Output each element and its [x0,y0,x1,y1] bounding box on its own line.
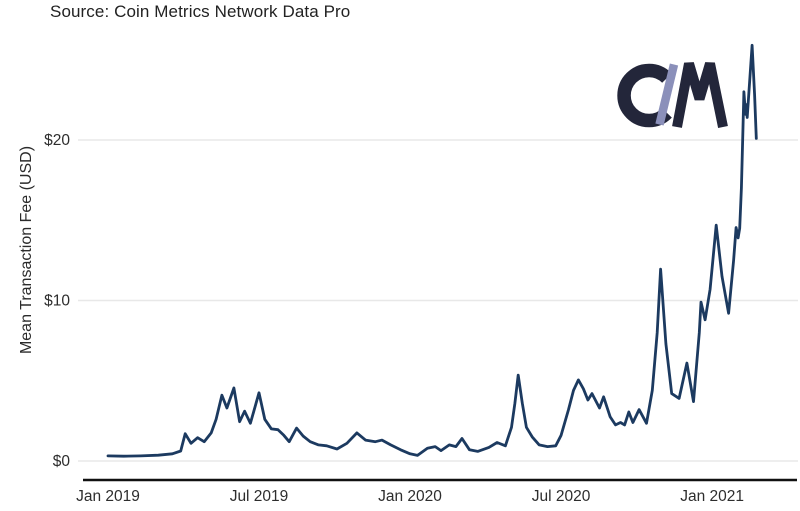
y-tick-label: $20 [44,132,70,149]
logo-letter-m [672,62,728,129]
y-tick-label: $10 [44,293,70,310]
fee-line-series [106,43,758,458]
x-tick-label: Jan 2019 [76,488,140,505]
logo-slash-icon [655,63,679,126]
x-tick-label: Jan 2020 [378,488,442,505]
x-tick-label: Jul 2019 [230,488,289,505]
logo-letter-c [617,63,672,128]
source-caption: Source: Coin Metrics Network Data Pro [50,2,351,21]
x-tick-label: Jul 2020 [532,488,591,505]
y-tick-label: $0 [53,453,71,470]
x-tick-label: Jan 2021 [680,488,744,505]
